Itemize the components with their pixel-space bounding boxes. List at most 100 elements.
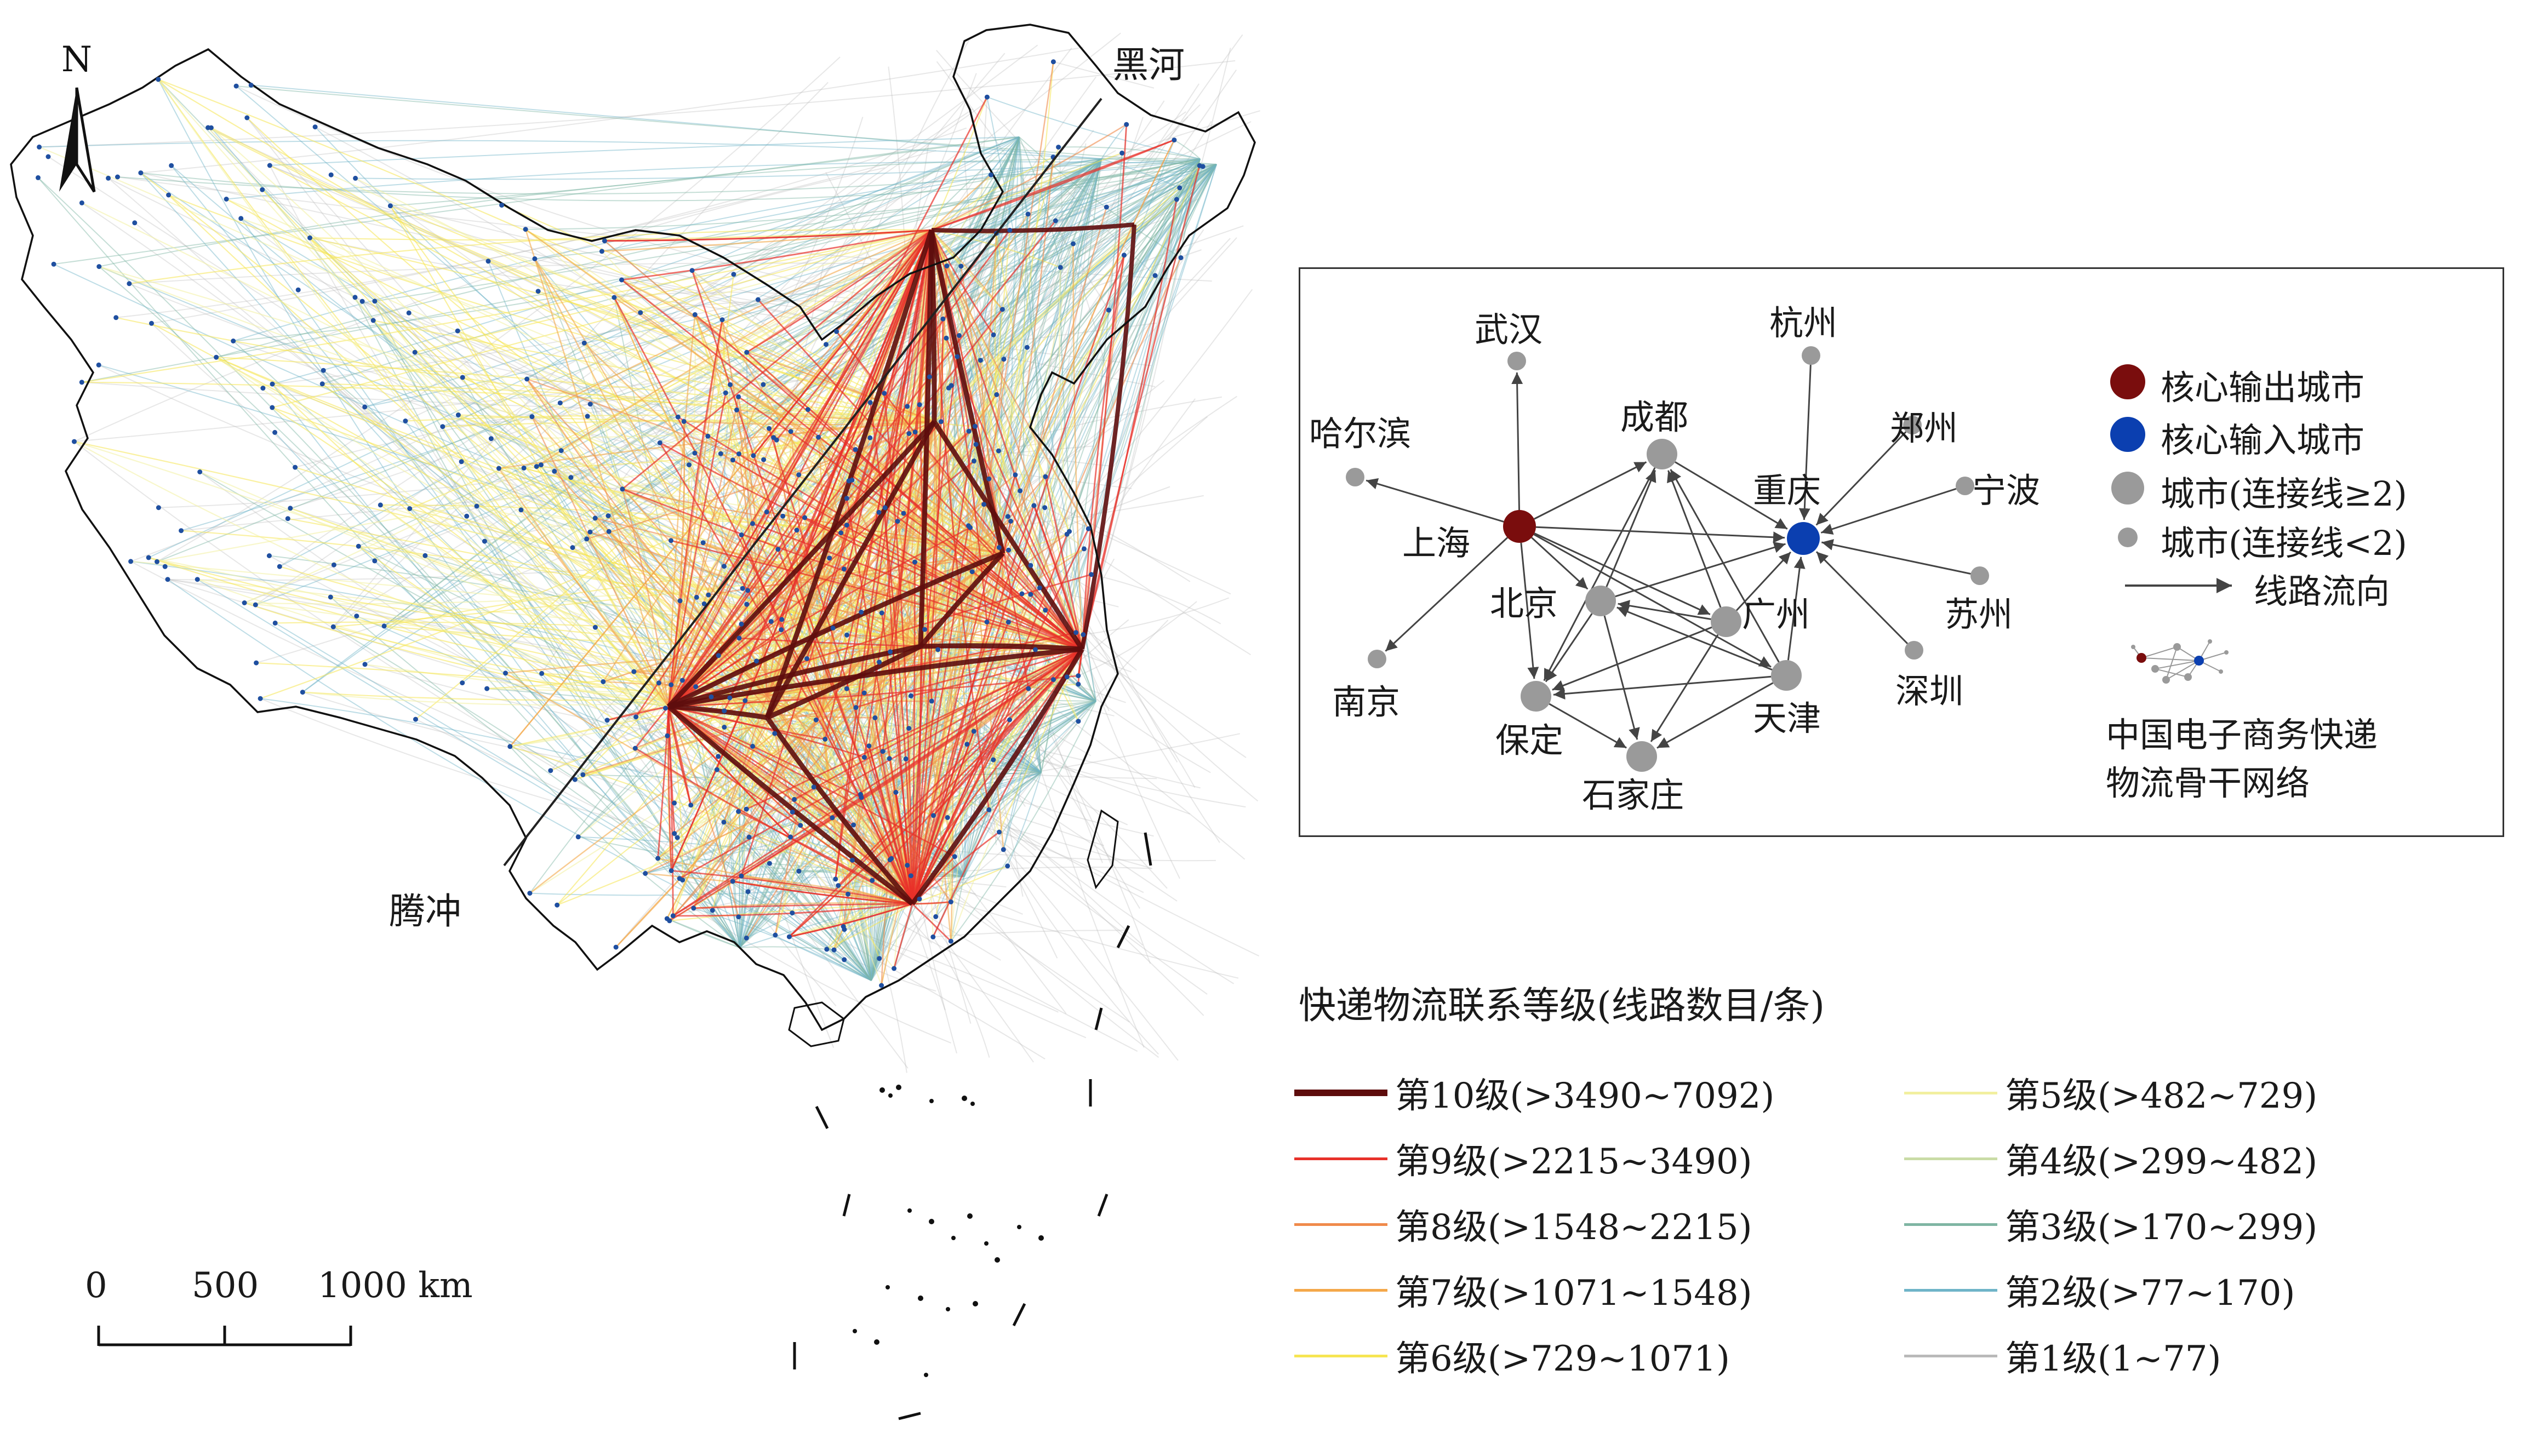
city-node (736, 451, 741, 457)
city-node (631, 669, 637, 674)
north-arrow: N (59, 39, 96, 193)
legend-item: 第1级(1~77) (1904, 1334, 2221, 1379)
inset-label-chengdu: 成都 (1620, 397, 1689, 437)
city-node (372, 299, 378, 304)
city-node (773, 932, 778, 938)
inset-label-ningbo: 宁波 (1972, 471, 2041, 511)
city-node (670, 913, 676, 919)
city-node (755, 297, 761, 302)
city-node (879, 610, 884, 616)
city-node (739, 621, 744, 627)
city-node (710, 908, 715, 913)
inset-edge (1531, 537, 1589, 590)
city-node (538, 462, 544, 468)
city-node (764, 509, 769, 515)
city-node (1076, 681, 1081, 687)
city-node (669, 682, 674, 687)
city-node (1050, 59, 1056, 65)
city-node (694, 594, 699, 600)
city-node (277, 564, 282, 569)
city-node (362, 662, 368, 667)
city-node (1064, 674, 1070, 680)
city-node (833, 876, 838, 882)
city-node (584, 536, 590, 542)
city-node (767, 426, 772, 431)
city-node (1008, 519, 1014, 524)
city-node (474, 503, 479, 509)
city-node (1013, 472, 1018, 478)
city-node (270, 405, 275, 410)
city-node (214, 354, 219, 360)
city-node (761, 382, 766, 387)
legend-swatch (1904, 1091, 1997, 1094)
city-node (687, 462, 692, 468)
legend-label: 第10级(>3490~7092) (1395, 1076, 1775, 1116)
city-node (908, 873, 913, 879)
city-node (260, 187, 265, 192)
inset-caption-line2: 物流骨干网络 (2106, 763, 2310, 803)
city-node (834, 329, 839, 334)
inset-label-guangzhou: 广州 (1742, 594, 1810, 634)
legend-swatch (1294, 1288, 1387, 1292)
city-node (353, 175, 358, 181)
legend-swatch (1904, 1354, 1997, 1357)
city-node (727, 695, 733, 701)
legend-swatch (1904, 1157, 1997, 1160)
city-node (106, 175, 111, 181)
city-node (72, 439, 77, 444)
inset-node-tianjin (1771, 660, 1802, 691)
inset-edge (1543, 467, 1656, 681)
city-node (716, 754, 721, 759)
city-node (948, 899, 953, 904)
city-node (575, 834, 581, 840)
inset-caption-line1: 中国电子商务快递 (2106, 715, 2378, 755)
legend-label: 第7级(>1071~1548) (1395, 1273, 1752, 1314)
city-node (811, 784, 816, 790)
city-node (1056, 145, 1061, 150)
city-node (692, 450, 698, 456)
city-node (867, 400, 873, 405)
city-node (901, 511, 906, 516)
city-node (867, 435, 873, 440)
city-node (968, 525, 973, 530)
inset-edge (1616, 606, 1773, 670)
legend-item: 第7级(>1071~1548) (1294, 1268, 1752, 1314)
legend-core-output-label: 核心输出城市 (2161, 368, 2365, 408)
legend-label: 第5级(>482~729) (2005, 1076, 2318, 1116)
city-node (689, 268, 695, 273)
scale-bar (97, 1326, 352, 1346)
city-node (552, 468, 557, 474)
city-node (940, 316, 946, 322)
inset-edge (1787, 557, 1806, 661)
city-node (79, 200, 84, 205)
city-node (722, 708, 727, 714)
city-node (328, 594, 333, 600)
inset-edge (1670, 469, 1780, 663)
city-node (889, 856, 894, 861)
city-node (984, 94, 990, 100)
city-node (805, 407, 810, 412)
city-node (716, 653, 721, 658)
city-node (736, 914, 741, 920)
city-node (730, 879, 735, 884)
city-node (999, 307, 1005, 312)
city-node (842, 957, 847, 962)
city-node (734, 407, 739, 412)
inset-label-wuhan: 武汉 (1475, 309, 1543, 349)
city-node (750, 743, 756, 749)
inset-edge (1615, 542, 1786, 598)
city-node (917, 402, 922, 408)
city-node (728, 382, 733, 387)
city-node (464, 513, 470, 519)
inset-label-baoding: 保定 (1495, 720, 1564, 760)
city-node (768, 619, 774, 624)
city-node (378, 502, 383, 508)
city-node (692, 312, 698, 317)
city-node (406, 310, 412, 316)
city-node (722, 725, 727, 730)
city-node (1174, 197, 1179, 202)
city-node (612, 295, 617, 300)
city-node (836, 883, 841, 888)
mini-network-icon (2131, 639, 2229, 684)
city-node (585, 414, 590, 419)
